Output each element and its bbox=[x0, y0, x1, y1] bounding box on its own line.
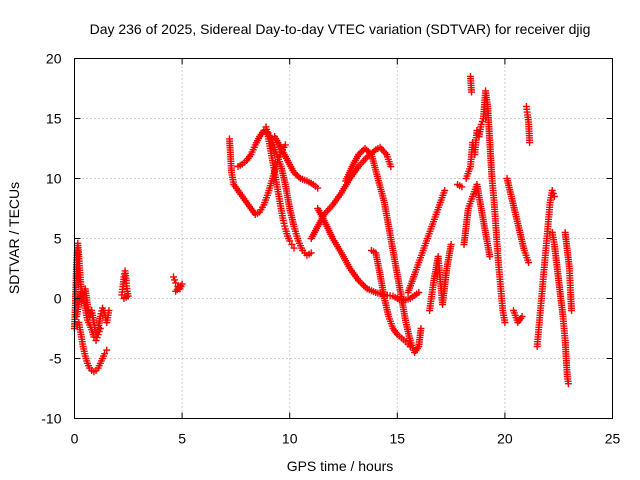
x-tick-label: 15 bbox=[390, 431, 406, 447]
x-tick-label: 20 bbox=[497, 431, 513, 447]
data-series-sat-c bbox=[73, 289, 104, 344]
data-series-sat-q bbox=[503, 103, 534, 326]
x-axis-label: GPS time / hours bbox=[287, 458, 394, 474]
data-series-sat-a bbox=[71, 239, 113, 338]
grid bbox=[74, 58, 613, 419]
data-series-sat-i bbox=[271, 133, 322, 192]
data-series-sat-k bbox=[314, 205, 423, 305]
data-series-sat-g bbox=[234, 127, 315, 259]
chart-title: Day 236 of 2025, Sidereal Day-to-day VTE… bbox=[90, 21, 591, 37]
data-series-sat-l bbox=[342, 145, 425, 356]
data-series-sat-r bbox=[533, 187, 558, 350]
y-tick-label: 5 bbox=[54, 231, 62, 247]
y-tick-label: 10 bbox=[46, 171, 62, 187]
data-series-sat-m bbox=[367, 247, 414, 350]
data-series-sat-o bbox=[462, 87, 509, 326]
data-series-sat-n bbox=[404, 181, 466, 314]
data-points bbox=[71, 73, 576, 388]
y-tick-label: 0 bbox=[54, 291, 62, 307]
data-series-sat-b bbox=[75, 319, 111, 376]
y-tick-label: 15 bbox=[46, 111, 62, 127]
y-tick-label: -5 bbox=[49, 351, 62, 367]
data-series-sat-s bbox=[548, 229, 576, 388]
data-series-sat-h bbox=[262, 123, 298, 252]
data-series-sat-e bbox=[169, 273, 186, 295]
x-tick-label: 25 bbox=[605, 431, 621, 447]
data-series-sat-d bbox=[118, 267, 132, 302]
y-tick-label: 20 bbox=[46, 51, 62, 67]
x-tick-label: 0 bbox=[71, 431, 79, 447]
y-tick-labels: -10 -5 0 5 10 15 20 bbox=[41, 51, 61, 427]
data-series-sat-p bbox=[460, 73, 494, 260]
y-tick-label: -10 bbox=[41, 411, 61, 427]
axis-ticks bbox=[74, 58, 613, 419]
x-tick-label: 10 bbox=[282, 431, 298, 447]
x-tick-labels: 0 5 10 15 20 25 bbox=[71, 431, 621, 447]
x-tick-label: 5 bbox=[178, 431, 186, 447]
y-axis-label: SDTVAR / TECUs bbox=[6, 182, 22, 294]
